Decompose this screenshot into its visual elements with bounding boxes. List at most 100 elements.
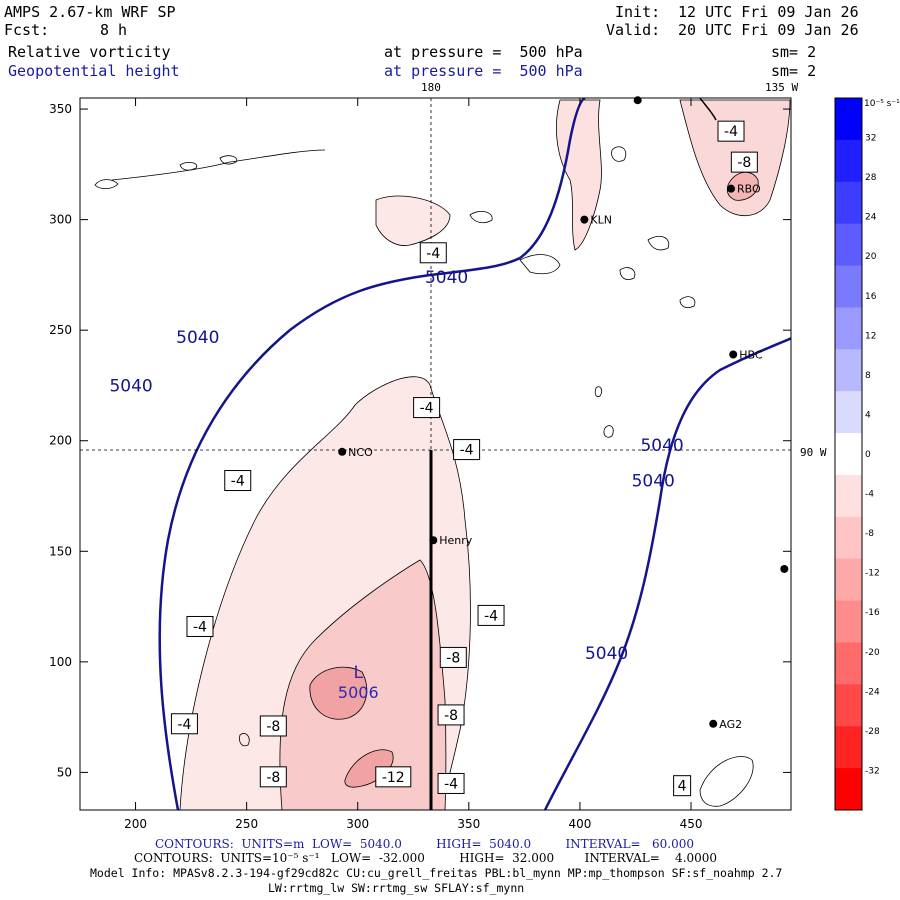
colorbar: 10⁻⁵ s⁻¹ 32 28 24 20 16 12 8 4 0 -4 -8 -12 -16 -20 -24 -…	[834, 97, 900, 811]
vorticity-contour-label: -8	[266, 770, 280, 786]
vorticity-label-box	[186, 615, 214, 637]
vorticity-label-box	[259, 715, 287, 737]
vorticity-label-box	[453, 439, 481, 461]
field2-smoothing: sm= 2	[771, 62, 817, 80]
station-marker	[429, 536, 438, 545]
footer-model-info: Model Info: MPASv8.2.3-194-gf29cd82c CU:…	[90, 866, 783, 880]
vorticity-contour-label: -4	[724, 124, 738, 140]
colorbar-swatch	[835, 139, 862, 183]
colorbar-swatch	[835, 558, 862, 602]
colorbar-tick-label: -12	[865, 569, 880, 579]
colorbar-swatch	[835, 474, 862, 518]
vorticity-contour-label: -4	[460, 443, 474, 459]
vorticity-label-box	[259, 766, 287, 788]
init-value: 12 UTC Fri 09 Jan 26	[678, 3, 859, 21]
colorbar-swatch	[835, 433, 862, 476]
colorbar-tick-label: -8	[865, 529, 874, 539]
station-label: HBC	[739, 348, 763, 361]
vorticity-label-box	[437, 704, 465, 726]
y-tick-label: 50	[57, 765, 72, 779]
station-marker	[709, 719, 718, 728]
vorticity-fill	[94, 99, 791, 810]
colorbar-swatch	[835, 726, 862, 769]
field1-smoothing: sm= 2	[771, 43, 817, 61]
y-tick-label: 250	[49, 323, 72, 337]
colorbar-tick-label: -4	[865, 490, 874, 500]
height-contour-label: 5040	[109, 376, 152, 396]
colorbar-tick-label: 0	[865, 450, 871, 460]
x-tick-label: 400	[568, 817, 591, 831]
fcst-label: Fcst:	[4, 21, 50, 39]
colorbar-swatch	[835, 223, 862, 267]
x-tick-label: 300	[346, 817, 369, 831]
colorbar-swatch	[835, 684, 862, 727]
height-contour-label: 5040	[176, 328, 219, 348]
vorticity-contour-label: -8	[737, 155, 751, 171]
colorbar-tick-label: 24	[865, 213, 877, 223]
colorbar-tick-label: 8	[865, 371, 871, 381]
station-label: RBO	[737, 183, 761, 196]
vorticity-contour-label: -4	[444, 776, 458, 792]
y-tick-label: 300	[49, 213, 72, 227]
colorbar-tick-label: 32	[865, 134, 876, 144]
colorbar-swatch	[835, 516, 862, 560]
model-title: AMPS 2.67-km WRF SP	[4, 3, 176, 21]
y-tick-label: 350	[49, 102, 72, 116]
station-marker	[780, 564, 789, 573]
y-tick-label: 200	[49, 434, 72, 448]
lon-label-top: 180	[421, 81, 441, 94]
station-marker	[580, 215, 589, 224]
vorticity-label-box	[730, 151, 758, 173]
vorticity-label-box	[717, 120, 745, 142]
colorbar-tick-label: 28	[865, 173, 877, 183]
colorbar-swatch	[835, 181, 862, 225]
station-marker	[727, 184, 736, 193]
height-contours	[158, 98, 791, 810]
fcst-value: 8 h	[100, 21, 128, 39]
valid-label: Valid:	[606, 21, 661, 39]
vorticity-label-box	[413, 397, 441, 419]
x-tick-label: 350	[457, 817, 480, 831]
y-tick-label: 150	[49, 544, 72, 558]
colorbar-tick-label: -16	[865, 608, 880, 618]
vorticity-contour-label: -4	[420, 401, 434, 417]
vorticity-contour-label: -4	[177, 717, 191, 733]
x-tick-label: 250	[235, 817, 258, 831]
colorbar-tick-label: 4	[865, 410, 871, 420]
colorbar-swatch	[835, 642, 862, 685]
colorbar-tick-label: -20	[865, 648, 880, 658]
colorbar-tick-label: 20	[865, 252, 877, 262]
vorticity-label-box	[439, 646, 467, 668]
height-contour-label: 5040	[585, 644, 628, 664]
vorticity-label-box	[224, 470, 252, 492]
axis-ticks: 200 250 300 350 400 450 50 100 150 200 250 300 350	[49, 98, 791, 831]
vorticity-label-box	[419, 242, 447, 264]
field1-name: Relative vorticity	[8, 43, 171, 61]
valid-value: 20 UTC Fri 09 Jan 26	[678, 21, 859, 39]
vorticity-contour-label: -8	[446, 650, 460, 666]
colorbar-tick-label: 16	[865, 292, 877, 302]
init-label: Init:	[615, 3, 661, 21]
vorticity-contour-label: 4	[678, 779, 687, 795]
vorticity-label-box	[375, 766, 412, 788]
lon-label-right: 90 W	[800, 446, 827, 459]
colorbar-swatch	[835, 600, 862, 643]
vorticity-contour-label: -8	[444, 708, 458, 724]
height-contour-label: 5040	[632, 472, 675, 492]
colorbar-swatch	[835, 349, 862, 392]
colorbar-swatch	[835, 307, 862, 350]
field1-level: at pressure = 500 hPa	[384, 43, 583, 61]
vorticity-label-box	[477, 604, 505, 626]
station-marker	[729, 350, 738, 359]
footer-physics-info: LW:rrtmg_lw SW:rrtmg_sw SFLAY:sf_mynn	[268, 881, 525, 895]
station-label: Henry	[439, 534, 473, 547]
low-center-value: 5006	[338, 683, 379, 702]
vorticity-label-box	[437, 772, 465, 794]
vorticity-label-box	[673, 775, 692, 797]
plot-frame	[79, 97, 792, 811]
footer-height-contours: CONTOURS: UNITS=m LOW= 5040.0 HIGH= 5040…	[155, 837, 695, 851]
vorticity-contour-label: -4	[426, 246, 440, 262]
vorticity-contour-label: -4	[231, 474, 245, 490]
vorticity-contour-label: -8	[266, 719, 280, 735]
station-marker	[338, 447, 347, 456]
